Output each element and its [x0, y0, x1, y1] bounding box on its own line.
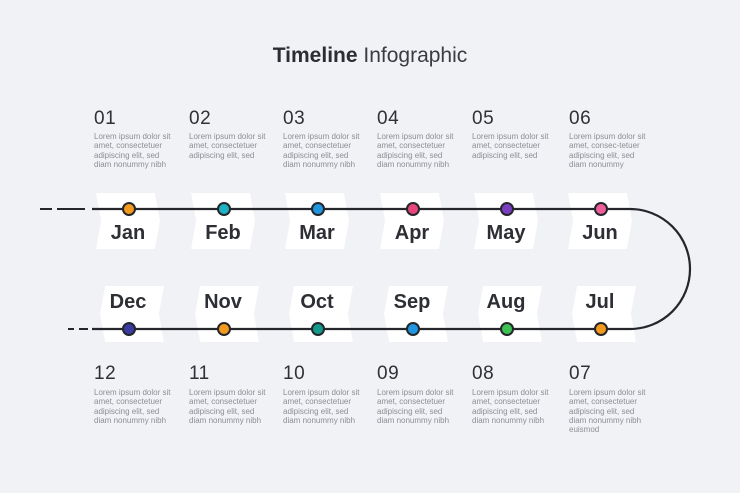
month-label: Feb [205, 222, 241, 244]
step-description: Lorem ipsum dolor sit amet, consectetuer… [377, 388, 454, 425]
step-number: 05 [472, 108, 495, 129]
step-number: 04 [377, 108, 400, 129]
milestone-dot-apr [406, 202, 420, 216]
milestone-dot-jan [122, 202, 136, 216]
milestone-dot-jun [594, 202, 608, 216]
step-description: Lorem ipsum dolor sit amet, consectetuer… [472, 388, 549, 425]
step-description: Lorem ipsum dolor sit amet, consectetuer… [283, 388, 360, 425]
month-label: Jul [585, 291, 615, 313]
step-number: 09 [377, 363, 400, 384]
step-number: 12 [94, 363, 117, 384]
month-label: Aug [486, 291, 526, 313]
month-label: May [486, 222, 526, 244]
step-description: Lorem ipsum dolor sit amet, consectetuer… [569, 388, 646, 435]
milestone-dot-jul [594, 322, 608, 336]
step-description: Lorem ipsum dolor sit amet, consectetuer… [472, 132, 549, 160]
step-number: 08 [472, 363, 495, 384]
month-label: Jan [110, 222, 146, 244]
month-label: Apr [394, 222, 430, 244]
step-number: 06 [569, 108, 592, 129]
milestone-dot-dec [122, 322, 136, 336]
step-number: 10 [283, 363, 306, 384]
step-number: 11 [189, 363, 210, 384]
month-label: Jun [582, 222, 618, 244]
step-description: Lorem ipsum dolor sit amet, consectetuer… [189, 132, 266, 160]
milestone-dot-may [500, 202, 514, 216]
step-description: Lorem ipsum dolor sit amet, consectetuer… [377, 132, 454, 169]
step-number: 03 [283, 108, 306, 129]
track-line [92, 207, 692, 331]
step-description: Lorem ipsum dolor sit amet, consectetuer… [189, 388, 266, 425]
step-number: 02 [189, 108, 212, 129]
step-description: Lorem ipsum dolor sit amet, consectetuer… [94, 132, 171, 169]
month-label: Oct [300, 291, 334, 313]
milestone-dot-aug [500, 322, 514, 336]
step-description: Lorem ipsum dolor sit amet, consectetuer… [94, 388, 171, 425]
milestone-dot-oct [311, 322, 325, 336]
month-label: Mar [299, 222, 335, 244]
title-bold: Timeline [272, 44, 358, 67]
step-number: 07 [569, 363, 592, 384]
milestone-dot-feb [217, 202, 231, 216]
step-description: Lorem ipsum dolor sit amet, consectetuer… [283, 132, 360, 169]
milestone-dot-nov [217, 322, 231, 336]
step-description: Lorem ipsum dolor sit amet, consec-tetue… [569, 132, 646, 169]
month-label: Sep [393, 291, 431, 313]
step-number: 01 [94, 108, 117, 129]
title-light: Infographic [363, 44, 468, 67]
month-label: Dec [109, 291, 147, 313]
milestone-dot-mar [311, 202, 325, 216]
month-label: Nov [204, 291, 242, 313]
milestone-dot-sep [406, 322, 420, 336]
page-title: Timeline Infographic [0, 44, 740, 68]
